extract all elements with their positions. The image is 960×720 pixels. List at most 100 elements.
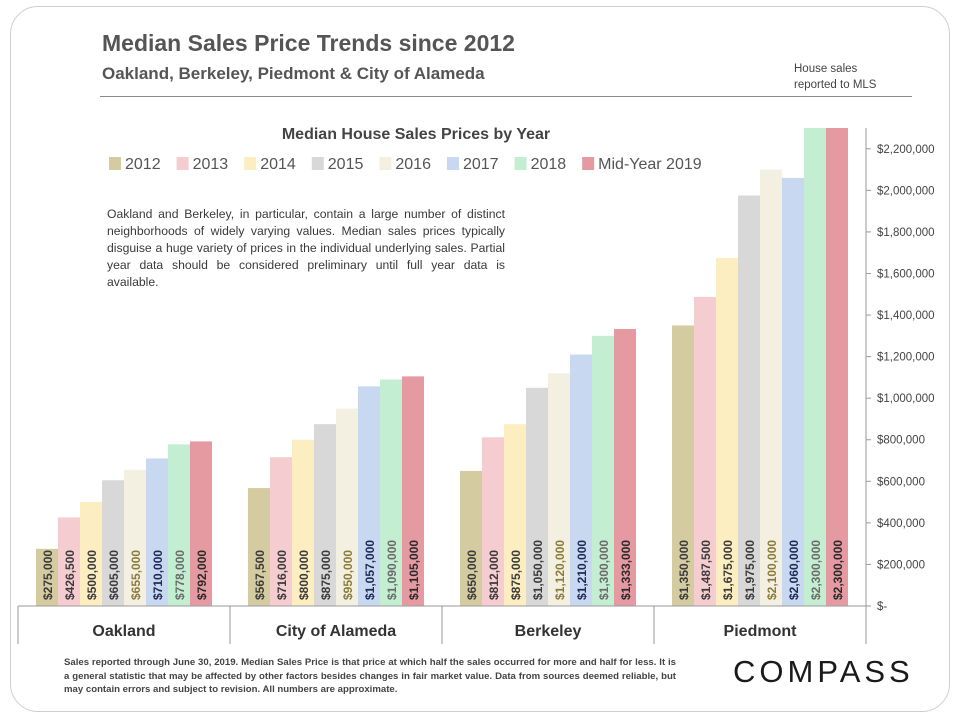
bar-0-7 bbox=[190, 441, 212, 606]
legend-label-0: 2012 bbox=[125, 156, 161, 173]
data-label-2-1: $812,000 bbox=[487, 550, 501, 600]
bar-2-5 bbox=[570, 354, 592, 606]
data-label-0-6: $778,000 bbox=[173, 550, 187, 600]
data-label-1-5: $1,057,000 bbox=[363, 540, 377, 600]
data-label-1-3: $875,000 bbox=[319, 550, 333, 600]
data-label-3-2: $1,675,000 bbox=[721, 540, 735, 600]
legend-swatch-5 bbox=[446, 157, 459, 170]
legend-label-7: Mid-Year 2019 bbox=[598, 156, 702, 173]
y-tick-label-0: $- bbox=[877, 601, 887, 613]
bar-0-6 bbox=[168, 444, 190, 606]
data-label-3-7: $2,300,000 bbox=[831, 540, 845, 600]
data-label-2-4: $1,120,000 bbox=[553, 540, 567, 600]
bar-2-0 bbox=[460, 470, 482, 606]
bar-1-6 bbox=[380, 379, 402, 606]
x-tick-label-2: Berkeley bbox=[515, 623, 582, 640]
bar-2-7 bbox=[614, 328, 636, 606]
bar-3-5 bbox=[782, 177, 804, 606]
x-tick-label-1: City of Alameda bbox=[276, 623, 396, 640]
y-tick-label-9: $1,800,000 bbox=[877, 227, 935, 239]
bar-0-2 bbox=[80, 502, 102, 606]
bar-0-1 bbox=[58, 517, 80, 606]
legend-swatch-0 bbox=[109, 157, 121, 170]
page-title: Median Sales Price Trends since 2012 bbox=[102, 30, 515, 56]
bar-3-0 bbox=[672, 325, 694, 606]
data-label-0-7: $792,000 bbox=[195, 550, 209, 600]
bar-1-0 bbox=[248, 488, 270, 606]
data-label-2-5: $1,210,000 bbox=[575, 540, 589, 600]
chart-description: Oakland and Berkeley, in particular, con… bbox=[107, 207, 505, 289]
data-label-2-2: $875,000 bbox=[509, 550, 523, 600]
y-tick-label-4: $800,000 bbox=[877, 435, 925, 447]
legend-label-4: 2016 bbox=[395, 156, 431, 173]
y-tick-label-11: $2,200,000 bbox=[877, 144, 935, 156]
legend-swatch-6 bbox=[514, 157, 527, 170]
bar-0-3 bbox=[102, 480, 124, 606]
legend-swatch-1 bbox=[176, 157, 189, 170]
chart-bars: $275,000 $426,500 $500,000 $605,000 $655,000… bbox=[36, 128, 848, 607]
data-label-1-0: $567,500 bbox=[253, 550, 267, 600]
bar-2-4 bbox=[548, 373, 570, 606]
bar-1-3 bbox=[314, 424, 336, 606]
data-label-1-2: $800,000 bbox=[297, 550, 311, 600]
bar-3-4 bbox=[760, 169, 782, 606]
data-label-3-1: $1,487,500 bbox=[699, 540, 713, 600]
bar-2-6 bbox=[592, 335, 614, 606]
legend-swatch-3 bbox=[311, 157, 324, 170]
bar-0-0 bbox=[36, 548, 58, 606]
legend-label-5: 2017 bbox=[463, 156, 499, 173]
bar-1-1 bbox=[270, 457, 292, 606]
data-label-1-6: $1,090,000 bbox=[385, 540, 399, 600]
bar-3-3 bbox=[738, 195, 760, 607]
bar-2-1 bbox=[482, 437, 504, 606]
bar-3-6 bbox=[804, 128, 826, 606]
y-tick-label-3: $600,000 bbox=[877, 476, 925, 488]
legend-label-3: 2015 bbox=[328, 156, 364, 173]
y-tick-label-2: $400,000 bbox=[877, 518, 925, 530]
bar-2-3 bbox=[526, 387, 548, 606]
bar-1-4 bbox=[336, 408, 358, 606]
y-tick-label-6: $1,200,000 bbox=[877, 352, 935, 364]
x-axis: Oakland City of Alameda Berkeley Piedmont bbox=[17, 605, 867, 644]
bar-2-2 bbox=[504, 424, 526, 606]
data-label-0-3: $605,000 bbox=[107, 550, 121, 600]
data-label-1-4: $950,000 bbox=[341, 550, 355, 600]
data-label-2-3: $1,050,000 bbox=[531, 540, 545, 600]
data-label-0-1: $426,500 bbox=[63, 550, 77, 600]
bar-1-7 bbox=[402, 376, 424, 606]
data-label-3-6: $2,300,000 bbox=[809, 540, 823, 600]
y-axis: $- $200,000 $400,000 $600,000 $800,000 $1,000… bbox=[865, 128, 935, 613]
data-label-0-5: $710,000 bbox=[151, 550, 165, 600]
x-tick-label-0: Oakland bbox=[92, 623, 155, 640]
legend-swatch-2 bbox=[244, 157, 257, 170]
bar-0-5 bbox=[146, 458, 168, 606]
chart-legend: 2012 2013 2014 2015 2016 2017 2018 Mid-Year 201… bbox=[109, 156, 702, 173]
data-label-0-0: $275,000 bbox=[41, 550, 55, 600]
chart-title: Median House Sales Prices by Year bbox=[282, 126, 550, 143]
header-divider bbox=[100, 96, 912, 97]
bar-1-2 bbox=[292, 439, 314, 606]
data-label-1-7: $1,105,000 bbox=[407, 540, 421, 600]
page-subtitle: Oakland, Berkeley, Piedmont & City of Al… bbox=[102, 64, 485, 83]
data-label-3-5: $2,060,000 bbox=[787, 540, 801, 600]
legend-label-2: 2014 bbox=[260, 156, 296, 173]
source-note: House sales reported to MLS bbox=[794, 61, 924, 93]
legend-label-1: 2013 bbox=[193, 156, 229, 173]
x-tick-label-3: Piedmont bbox=[724, 623, 798, 640]
data-label-3-4: $2,100,000 bbox=[765, 540, 779, 600]
compass-logo: COMPASS bbox=[733, 654, 914, 689]
y-tick-label-7: $1,400,000 bbox=[877, 310, 935, 322]
source-note-line-1: House sales bbox=[794, 63, 858, 75]
legend-swatch-7 bbox=[582, 157, 595, 170]
data-label-0-2: $500,000 bbox=[85, 550, 99, 600]
data-label-3-0: $1,350,000 bbox=[677, 540, 691, 600]
y-tick-label-10: $2,000,000 bbox=[877, 185, 935, 197]
data-label-1-1: $716,000 bbox=[275, 550, 289, 600]
bar-0-4 bbox=[124, 469, 146, 606]
y-tick-label-5: $1,000,000 bbox=[877, 393, 935, 405]
bar-3-7 bbox=[826, 128, 848, 606]
legend-swatch-4 bbox=[379, 157, 392, 170]
data-label-3-3: $1,975,000 bbox=[743, 540, 757, 600]
data-label-0-4: $655,000 bbox=[129, 550, 143, 600]
